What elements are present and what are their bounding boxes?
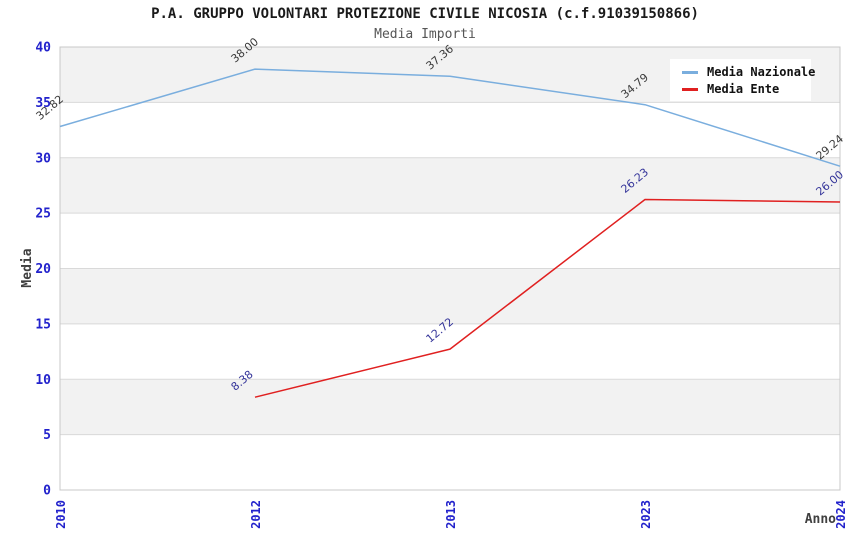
- y-tick-label: 30: [35, 151, 51, 166]
- x-tick-label: 2012: [249, 500, 263, 529]
- legend: Media Nazionale Media Ente: [670, 59, 815, 101]
- y-band: [60, 268, 840, 324]
- y-band: [60, 157, 840, 214]
- y-tick-label: 15: [35, 317, 51, 332]
- x-tick-label: 2024: [834, 500, 848, 529]
- y-axis-title: Media: [20, 248, 35, 287]
- y-band: [60, 434, 840, 490]
- series-line-media-nazionale: [59, 68, 841, 167]
- legend-item-media-ente: Media Ente: [682, 81, 811, 97]
- y-tick-label: 20: [35, 262, 51, 277]
- line-swatch-icon: [682, 87, 698, 91]
- y-tick-label: 40: [35, 41, 51, 56]
- y-tick-label: 35: [35, 96, 51, 111]
- line-swatch-icon: [682, 70, 698, 74]
- x-tick-label: 2013: [444, 500, 458, 529]
- x-axis-title: Anno: [805, 512, 836, 527]
- legend-item-media-nazionale: Media Nazionale: [682, 64, 815, 80]
- plot-frame: [59, 46, 841, 491]
- y-tick-label: 5: [43, 428, 51, 443]
- chart-title: P.A. GRUPPO VOLONTARI PROTEZIONE CIVILE …: [151, 6, 699, 22]
- y-tick-label: 25: [35, 207, 51, 222]
- y-tick-label: 10: [35, 373, 51, 388]
- y-tick-label: 0: [43, 484, 51, 499]
- y-band: [60, 102, 840, 158]
- series-line-media-ente: [254, 198, 841, 398]
- y-band: [60, 213, 840, 269]
- chart-subtitle: Media Importi: [374, 27, 476, 42]
- x-tick-label: 2023: [639, 500, 653, 529]
- legend-label: Media Nazionale: [707, 65, 816, 79]
- x-tick-label: 2010: [54, 500, 68, 529]
- y-band: [60, 379, 840, 435]
- y-band: [60, 323, 840, 380]
- legend-label: Media Ente: [707, 82, 780, 96]
